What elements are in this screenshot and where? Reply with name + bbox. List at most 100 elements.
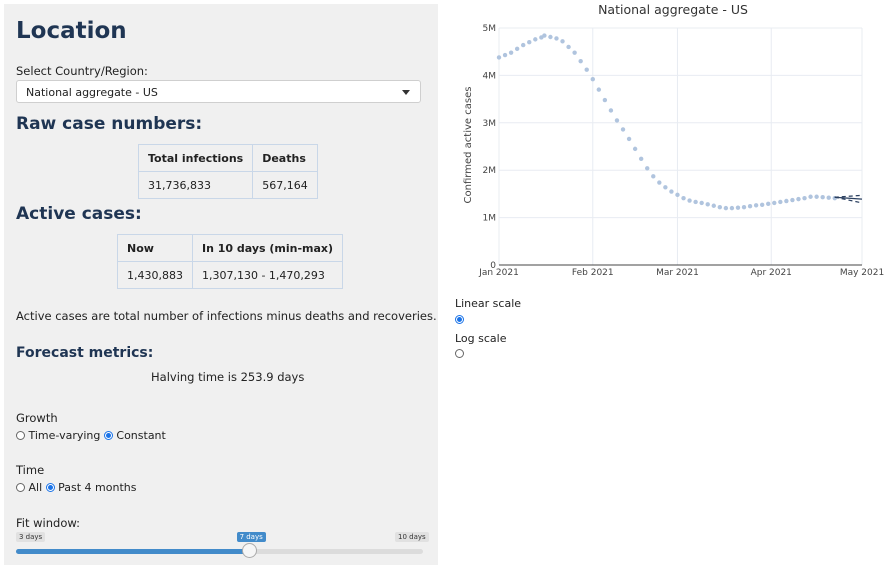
deaths-value: 567,164 (252, 171, 318, 199)
header-in-10-days: In 10 days (min-max) (191, 234, 344, 262)
slider-handle[interactable] (241, 543, 257, 558)
x-tick-label: Mar 2021 (656, 268, 699, 278)
location-title: Location (16, 18, 127, 44)
sidebar-panel: Location Select Country/Region: National… (4, 4, 438, 565)
active-cases-table: Now In 10 days (min-max) 1,430,883 1,307… (117, 234, 344, 289)
data-point (527, 40, 532, 45)
data-point (663, 185, 668, 190)
halving-time-text: Halving time is 253.9 days (151, 370, 305, 384)
data-point (808, 194, 813, 199)
x-tick-label: Feb 2021 (572, 268, 614, 278)
growth-time-varying-radio[interactable] (16, 431, 25, 440)
x-tick-label: Jan 2021 (478, 268, 519, 278)
fit-window-slider[interactable] (16, 543, 423, 558)
data-point (578, 58, 583, 64)
header-now: Now (117, 234, 193, 262)
growth-options: Time-varying Constant (16, 429, 166, 442)
active-forecast-value: 1,307,130 - 1,470,293 (191, 261, 344, 289)
data-point (784, 198, 789, 204)
data-point (687, 198, 692, 203)
data-point (717, 204, 723, 210)
active-cases-chart: National aggregate - US 0 1M 2M 3M 4M 5M Jan 2… (463, 2, 884, 278)
data-point (705, 202, 710, 207)
data-point (772, 200, 777, 206)
time-label: Time (16, 463, 45, 477)
y-axis-label: Confirmed active cases (463, 87, 474, 204)
data-point (826, 195, 831, 200)
y-tick-label: 2M (483, 166, 497, 176)
data-point (711, 203, 716, 208)
data-point (560, 39, 565, 44)
forecast-central-line (834, 196, 863, 200)
country-select-label: Select Country/Region: (16, 64, 148, 78)
data-point (723, 205, 729, 211)
data-point (608, 108, 614, 113)
data-point (502, 52, 508, 58)
header-total-infections: Total infections (137, 144, 254, 172)
forecast-metrics-title: Forecast metrics: (16, 345, 154, 361)
data-point (729, 205, 735, 211)
time-past-4-months-label[interactable]: Past 4 months (58, 481, 137, 494)
data-point (514, 46, 520, 52)
data-point (778, 199, 783, 205)
y-tick-label: 4M (483, 71, 497, 81)
slider-fill (16, 549, 249, 554)
country-select[interactable]: National aggregate - US (16, 80, 421, 103)
data-point (638, 156, 644, 162)
table-header-row: Now In 10 days (min-max) (117, 234, 344, 262)
data-point (572, 50, 577, 55)
data-point (651, 174, 656, 179)
data-point (620, 127, 626, 132)
time-options: All Past 4 months (16, 481, 137, 494)
data-point (554, 36, 559, 41)
data-point (759, 202, 765, 208)
slider-value-label: 7 days (236, 532, 266, 542)
data-point (802, 195, 807, 201)
data-point (566, 44, 571, 50)
forecast-upper-line (834, 194, 863, 198)
data-point (820, 195, 825, 200)
growth-time-varying-label[interactable]: Time-varying (28, 429, 101, 442)
fit-window-label: Fit window: (16, 516, 81, 530)
growth-constant-radio[interactable] (103, 431, 113, 440)
chart-title: National aggregate - US (598, 2, 748, 17)
y-tick-label: 0 (490, 261, 496, 271)
time-past-4-months-radio[interactable] (45, 483, 55, 492)
linear-scale-label: Linear scale (455, 297, 522, 310)
linear-scale-radio[interactable] (455, 315, 464, 324)
data-point (590, 76, 595, 82)
data-point (508, 50, 514, 55)
y-tick-label: 3M (483, 119, 497, 129)
slider-min-label: 3 days (16, 532, 46, 542)
data-point (548, 34, 553, 40)
log-scale-radio[interactable] (455, 349, 464, 358)
data-point (753, 203, 759, 208)
x-tick-label: May 2021 (840, 268, 884, 278)
data-point (741, 204, 747, 210)
data-point (645, 166, 650, 171)
active-cases-title: Active cases: (16, 204, 142, 224)
data-point (542, 33, 547, 38)
table-row: 1,430,883 1,307,130 - 1,470,293 (117, 261, 344, 289)
data-point (521, 42, 526, 48)
forecast-lower-line (834, 196, 863, 204)
growth-constant-label[interactable]: Constant (116, 429, 166, 442)
total-infections-value: 31,736,833 (137, 171, 254, 199)
data-point (669, 189, 674, 194)
data-point (735, 205, 741, 210)
data-point (632, 146, 638, 152)
country-select-value: National aggregate - US (26, 86, 158, 99)
growth-label: Growth (16, 411, 58, 425)
log-scale-label: Log scale (455, 332, 507, 345)
time-all-label[interactable]: All (28, 481, 43, 494)
data-point (602, 97, 608, 103)
data-point (657, 180, 662, 185)
table-row: 31,736,833 567,164 (137, 171, 318, 199)
data-point (699, 200, 704, 206)
data-point (747, 204, 753, 209)
raw-case-table: Total infections Deaths 31,736,833 567,1… (137, 144, 318, 199)
time-all-radio[interactable] (16, 483, 25, 492)
data-point (796, 196, 801, 202)
data-point (584, 67, 589, 72)
data-point (626, 136, 632, 142)
